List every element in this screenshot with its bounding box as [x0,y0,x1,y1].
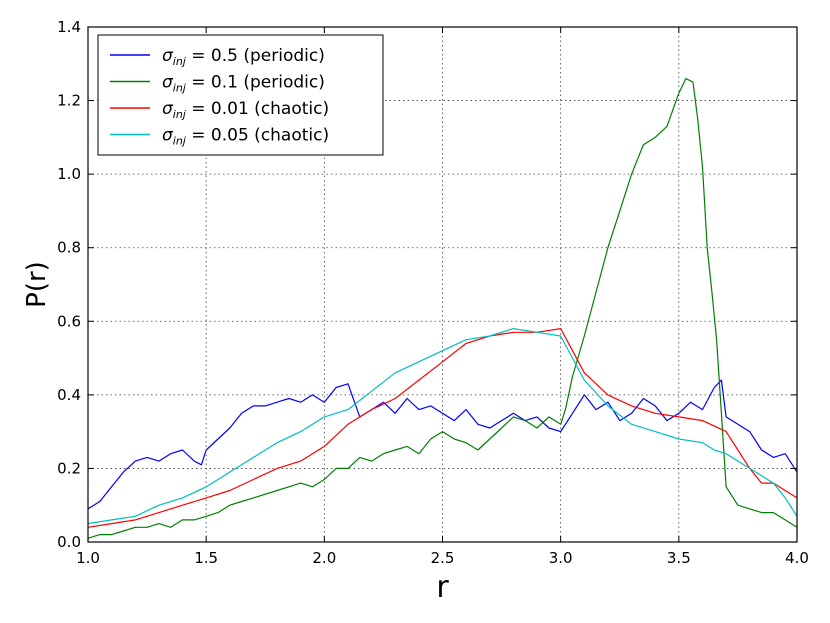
y-tick-label: 0.0 [57,533,81,551]
legend-subscript: inj [173,82,187,95]
legend-sigma: σ [162,46,174,66]
legend: σinj = 0.5 (periodic)σinj = 0.1 (periodi… [97,34,384,156]
legend-sigma: σ [162,73,174,93]
grid [88,27,797,542]
y-tick-label: 0.8 [57,239,81,257]
y-axis-label: P(r) [22,261,52,308]
legend-subscript: inj [173,108,187,121]
legend-label: σinj = 0.5 (periodic) [162,46,325,68]
x-tick-label: 1.5 [194,549,218,567]
y-tick-label: 1.0 [57,165,81,183]
axis-ticks: 1.0 1.5 2.0 2.5 3.0 3.5 4.0 0.0 0.2 0.4 0.6 0.8 1.0 1… [57,18,809,567]
legend-rest: = 0.01 (chaotic) [186,99,329,119]
legend-rest: = 0.1 (periodic) [186,73,325,93]
legend-rest: = 0.05 (chaotic) [186,126,329,146]
legend-subscript: inj [173,135,187,148]
series-line-4 [87,328,798,525]
x-tick-label: 2.5 [431,549,455,567]
y-tick-label: 0.2 [57,459,81,477]
series-line-1 [87,379,798,510]
x-tick-label: 4.0 [785,549,809,567]
legend-label: σinj = 0.01 (chaotic) [162,99,329,121]
x-axis-label: r [436,570,449,605]
x-tick-label: 2.0 [312,549,336,567]
legend-label: σinj = 0.05 (chaotic) [162,126,329,148]
x-tick-label: 3.0 [549,549,573,567]
series-line-2 [87,77,798,539]
x-tick-label: 1.0 [76,549,100,567]
legend-sigma: σ [162,99,174,119]
legend-subscript: inj [173,55,187,68]
y-tick-label: 1.2 [57,92,81,110]
legend-sigma: σ [162,126,174,146]
legend-rest: = 0.5 (periodic) [186,46,325,66]
legend-label: σinj = 0.1 (periodic) [162,73,325,95]
plot-series [87,77,798,539]
y-tick-label: 0.6 [57,312,81,330]
y-tick-label: 0.4 [57,386,81,404]
x-tick-label: 3.5 [667,549,691,567]
y-tick-label: 1.4 [57,18,81,36]
